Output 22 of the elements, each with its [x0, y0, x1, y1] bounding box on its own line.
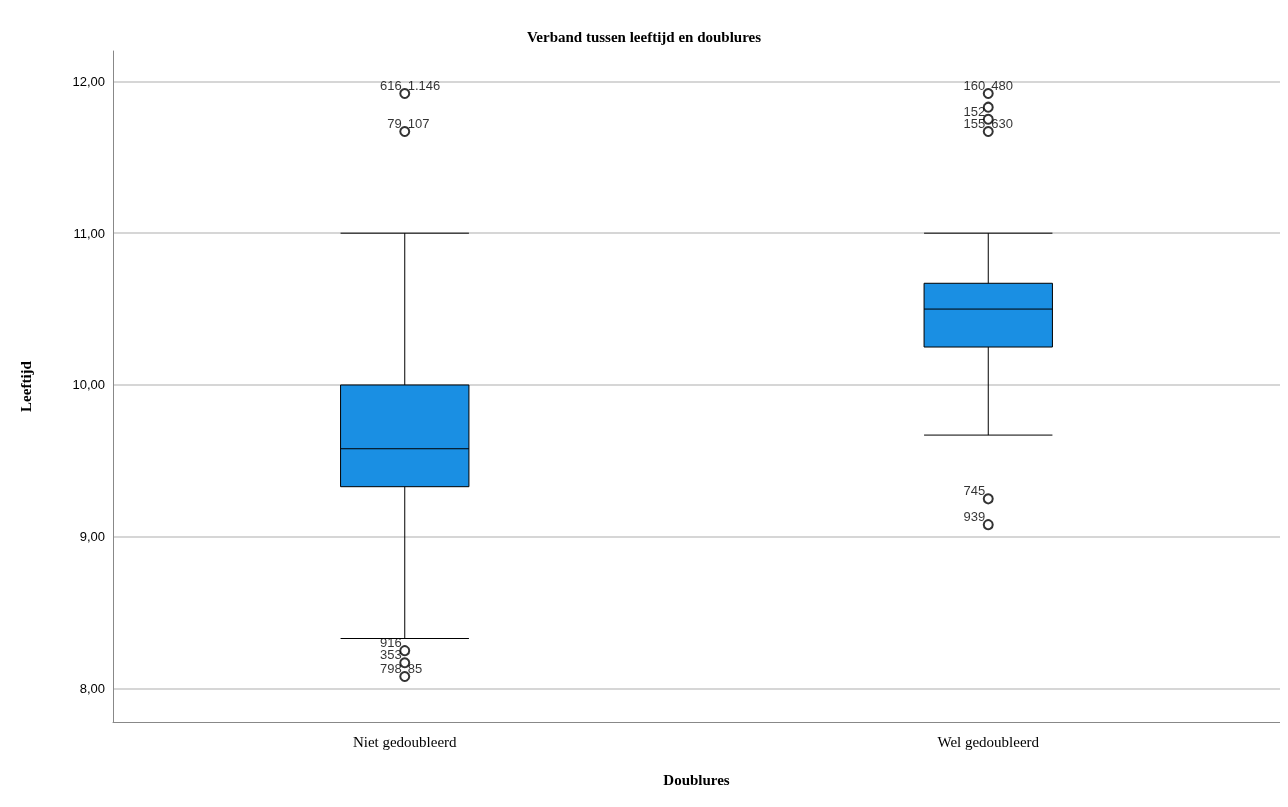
- chart-title: Verband tussen leeftijd en doublures: [526, 28, 762, 45]
- annotation: 616: [380, 78, 402, 94]
- annotation: 1.146: [407, 78, 441, 94]
- y-tick-label: 11,00: [73, 225, 105, 241]
- annotation: 79: [387, 115, 402, 131]
- y-tick-label: 12,00: [72, 73, 105, 89]
- y-tick-label: 10,00: [72, 377, 105, 393]
- annotation: 160: [963, 78, 986, 94]
- annotation: 480: [991, 78, 1013, 94]
- y-tick-label: 8,00: [79, 681, 105, 697]
- annotation: 107: [407, 115, 430, 131]
- y-tick-label: 9,00: [79, 529, 105, 545]
- x-tick-label: Niet gedoubleerd: [352, 733, 458, 750]
- annotation: 353: [380, 647, 402, 663]
- annotation: 85: [407, 660, 423, 676]
- y-axis-title: Leeftijd: [17, 360, 34, 412]
- annotation: 630: [991, 115, 1013, 131]
- annotation: 798: [380, 660, 402, 676]
- x-tick-label: Wel gedoubleerd: [937, 733, 1040, 750]
- annotation: 745: [963, 483, 986, 499]
- x-axis-title: Doublures: [663, 771, 730, 788]
- annotation: 939: [963, 509, 986, 525]
